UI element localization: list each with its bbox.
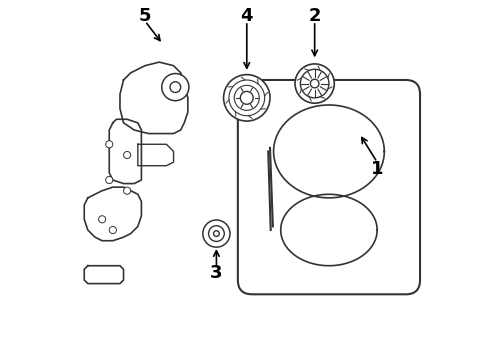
Polygon shape [120,62,188,134]
Circle shape [170,82,181,93]
Text: 3: 3 [210,264,222,282]
Circle shape [241,91,253,104]
Circle shape [162,73,189,101]
Polygon shape [109,119,142,184]
Circle shape [203,220,230,247]
FancyBboxPatch shape [238,80,420,294]
Circle shape [295,64,334,103]
Text: 1: 1 [371,160,383,178]
Circle shape [106,176,113,184]
Text: 5: 5 [139,7,151,25]
Circle shape [214,231,220,237]
Circle shape [98,216,106,223]
Circle shape [310,79,319,88]
Circle shape [106,141,113,148]
Circle shape [123,187,131,194]
Circle shape [209,226,224,242]
Circle shape [234,85,259,111]
Text: 2: 2 [308,7,321,25]
Circle shape [223,75,270,121]
Circle shape [109,226,117,234]
Circle shape [229,80,265,116]
Circle shape [300,69,329,98]
Polygon shape [84,187,142,241]
Text: 4: 4 [241,7,253,25]
Circle shape [123,152,131,158]
